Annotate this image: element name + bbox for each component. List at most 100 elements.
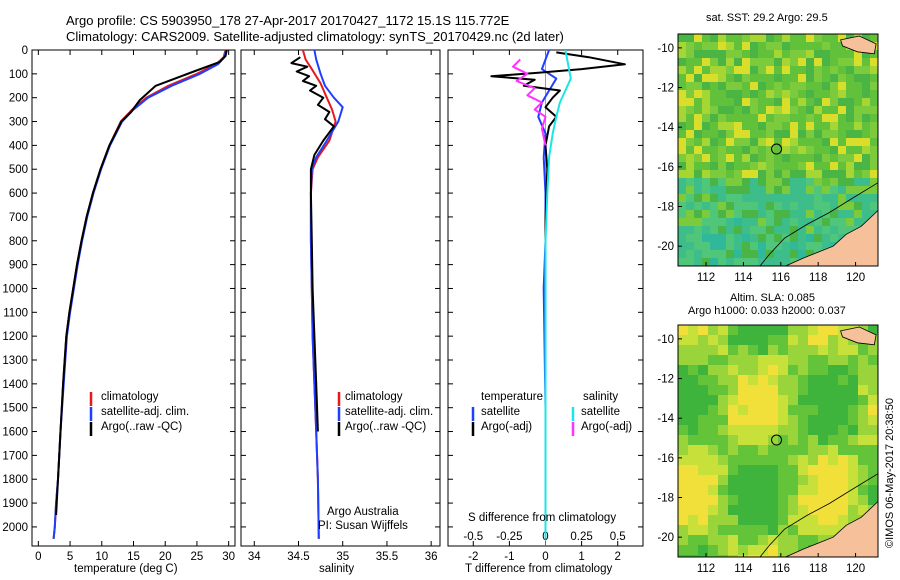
sla-map-cell bbox=[698, 555, 709, 557]
sla-map-cell bbox=[778, 455, 789, 466]
sst-map-cell bbox=[822, 42, 831, 51]
sst-map-cell bbox=[726, 162, 735, 171]
sst-map-cell bbox=[718, 258, 727, 266]
sst-map-cell bbox=[854, 122, 863, 131]
sst-map-cell bbox=[862, 162, 871, 171]
y-tick-label: 100 bbox=[9, 69, 28, 81]
sla-map-cell bbox=[788, 495, 799, 506]
sst-map-cell bbox=[750, 98, 759, 107]
sal-legend-satellite: satellite-adj. clim. bbox=[345, 406, 434, 418]
sst-map-cell bbox=[846, 106, 855, 115]
sla-map-cell bbox=[688, 425, 699, 436]
sst-map-cell bbox=[806, 138, 815, 147]
sst-map-cell bbox=[726, 186, 735, 195]
sla-map-cell bbox=[778, 365, 789, 376]
sst-map-cell bbox=[718, 122, 727, 131]
sla-map-cell bbox=[828, 505, 839, 516]
sst-map-cell bbox=[766, 130, 775, 139]
sst-map-cell bbox=[702, 242, 711, 251]
sst-map-cell bbox=[806, 178, 815, 187]
sla-map-cell bbox=[738, 525, 749, 536]
sst-map-cell bbox=[742, 170, 751, 179]
sst-map-cell bbox=[774, 178, 783, 187]
sst-map-cell bbox=[734, 66, 743, 75]
sst-map-cell bbox=[790, 194, 799, 203]
sst-map-cell bbox=[766, 66, 775, 75]
sla-map-cell bbox=[698, 385, 709, 396]
sst-map-cell bbox=[726, 258, 735, 266]
sla-map-cell bbox=[738, 435, 749, 446]
sst-map-cell bbox=[718, 58, 727, 67]
sla-map-cell bbox=[768, 525, 779, 536]
sst-map-cell bbox=[678, 178, 687, 187]
sla-map-cell bbox=[788, 515, 799, 526]
sst-map-cell bbox=[742, 114, 751, 123]
sst-map-cell bbox=[782, 50, 791, 59]
sla-map-cell bbox=[858, 505, 869, 516]
sst-map-cell bbox=[718, 74, 727, 83]
sst-map-cell bbox=[870, 106, 878, 115]
series-line-salinity-argo-adj- bbox=[512, 58, 547, 146]
sst-map-cell bbox=[806, 106, 815, 115]
y-tick-label: 1300 bbox=[2, 355, 28, 367]
sst-map-cell bbox=[718, 186, 727, 195]
sst-map-cell bbox=[766, 74, 775, 83]
sla-map-cell bbox=[728, 475, 739, 486]
sst-map-cell bbox=[814, 74, 823, 83]
sst-map-cell bbox=[854, 50, 863, 59]
sla-map-cell bbox=[718, 525, 729, 536]
sst-map-cell bbox=[830, 218, 839, 227]
sst-map-cell bbox=[782, 98, 791, 107]
sst-map-cell bbox=[854, 106, 863, 115]
sst-map-cell bbox=[782, 162, 791, 171]
sla-map-cell bbox=[838, 355, 849, 366]
sst-map-cell bbox=[734, 58, 743, 67]
sst-map-cell bbox=[790, 218, 799, 227]
sla-map-cell bbox=[778, 375, 789, 386]
sst-map-cell bbox=[702, 122, 711, 131]
sla-map-cell bbox=[818, 495, 829, 506]
sla-map-cell bbox=[858, 355, 869, 366]
series-line-temperature-satellite bbox=[537, 49, 558, 539]
sla-map-cell bbox=[768, 345, 779, 356]
sst-map-cell bbox=[678, 210, 687, 219]
sla-map-cell bbox=[748, 395, 759, 406]
sst-map-cell bbox=[814, 202, 823, 211]
sst-map-cell bbox=[870, 154, 878, 163]
sst-map-cell bbox=[782, 42, 791, 51]
sla-map-cell bbox=[708, 395, 719, 406]
sst-map-cell bbox=[814, 90, 823, 99]
top-tick-label: 0.5 bbox=[610, 531, 626, 543]
sst-map-cell bbox=[726, 98, 735, 107]
sst-map-cell bbox=[686, 50, 695, 59]
sst-map-cell bbox=[774, 66, 783, 75]
sla-map-cell bbox=[758, 425, 769, 436]
sla-map-cell bbox=[708, 365, 719, 376]
sst-map-cell bbox=[846, 122, 855, 131]
x-tick-label: 34.5 bbox=[287, 551, 309, 563]
sst-map-cell bbox=[742, 154, 751, 163]
sla-map-cell bbox=[838, 505, 849, 516]
sst-map-cell bbox=[774, 234, 783, 243]
sla-map-cell bbox=[778, 505, 789, 516]
sla-map-cell bbox=[688, 365, 699, 376]
sst-map-cell bbox=[838, 138, 847, 147]
sst-map-cell bbox=[686, 34, 695, 43]
sla-map-cell bbox=[748, 475, 759, 486]
y-tick-label: 1500 bbox=[2, 403, 28, 415]
sla-map-cell bbox=[708, 375, 719, 386]
sla-map-cell bbox=[798, 375, 809, 386]
sla-map-cell bbox=[728, 395, 739, 406]
sst-map-cell bbox=[830, 194, 839, 203]
sst-map-cell bbox=[678, 202, 687, 211]
sst-map-cell bbox=[806, 202, 815, 211]
sst-map-cell bbox=[822, 154, 831, 163]
sst-map-cell bbox=[766, 234, 775, 243]
sla-map-cell bbox=[778, 325, 789, 336]
sst-map-cell bbox=[686, 114, 695, 123]
sst-map-cell bbox=[702, 170, 711, 179]
sla-map-cell bbox=[848, 415, 859, 426]
sla-map-cell bbox=[808, 415, 819, 426]
sst-map-cell bbox=[790, 226, 799, 235]
sst-map-cell bbox=[702, 218, 711, 227]
